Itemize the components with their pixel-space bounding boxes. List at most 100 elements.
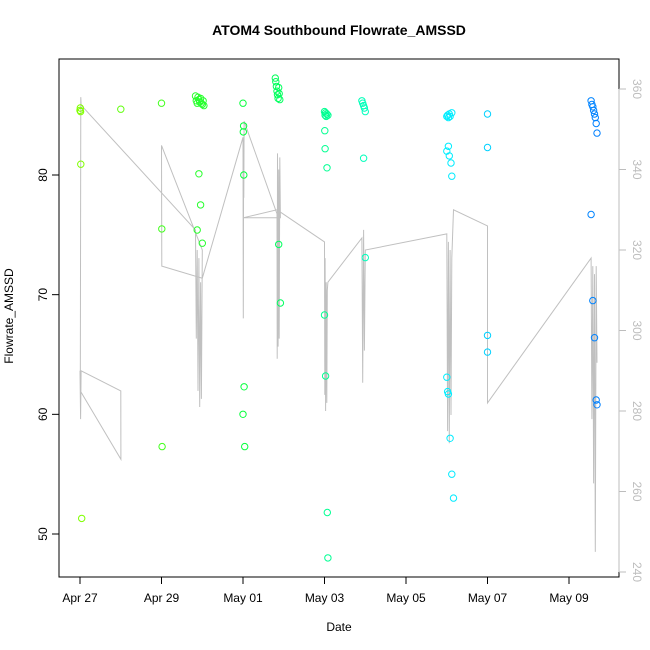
- data-point: [271, 74, 279, 82]
- data-point: [193, 226, 201, 234]
- data-point: [323, 508, 331, 517]
- data-point: [276, 95, 284, 104]
- data-point: [324, 111, 332, 119]
- y2-tick-label: 340: [630, 159, 644, 179]
- y2-tick-label: 300: [630, 320, 644, 340]
- data-point: [117, 105, 125, 113]
- x-tick-label: Apr 27: [62, 591, 98, 605]
- data-point: [273, 91, 282, 99]
- data-point: [323, 164, 331, 172]
- y2-tick-label: 280: [630, 401, 644, 421]
- data-point: [483, 348, 492, 356]
- data-point: [77, 160, 85, 168]
- data-point: [195, 170, 203, 178]
- y2-tick-label: 260: [630, 481, 644, 501]
- series-line: [79, 97, 598, 552]
- data-point: [448, 172, 456, 180]
- y-axis-label: Flowrate_AMSSD: [2, 268, 16, 364]
- data-point: [198, 100, 207, 109]
- y2-tick-label: 240: [630, 562, 644, 582]
- data-point: [241, 442, 249, 451]
- data-point: [589, 103, 597, 111]
- data-point: [361, 107, 369, 116]
- data-point: [321, 372, 330, 380]
- y2-tick-label: 320: [630, 240, 644, 260]
- data-point: [589, 296, 597, 305]
- data-point: [446, 434, 454, 442]
- data-point: [76, 104, 85, 112]
- data-point: [444, 113, 453, 122]
- data-point: [448, 109, 456, 117]
- chart-title: ATOM4 Southbound Flowrate_AMSSD: [212, 22, 466, 38]
- data-point: [443, 373, 451, 381]
- data-point: [239, 99, 247, 107]
- data-point: [199, 97, 207, 105]
- data-point: [157, 99, 166, 107]
- data-point: [448, 470, 456, 478]
- line-layer: [79, 97, 598, 552]
- x-tick-label: May 01: [223, 591, 263, 605]
- data-point: [76, 107, 85, 116]
- y2-tick-label: 360: [630, 79, 644, 99]
- y-tick-label: 50: [36, 527, 50, 541]
- y2-axis: 240 260 280 300 320 340 360: [618, 79, 644, 582]
- data-point: [274, 94, 282, 103]
- data-point: [590, 110, 599, 118]
- data-point: [593, 401, 601, 409]
- data-point: [359, 154, 368, 162]
- data-point: [158, 442, 166, 451]
- data-point: [272, 78, 280, 86]
- x-tick-label: May 05: [386, 591, 426, 605]
- data-point: [275, 240, 283, 249]
- data-point: [592, 396, 600, 404]
- y-tick-label: 60: [36, 407, 50, 421]
- data-point: [320, 311, 329, 319]
- x-axis-label: Date: [326, 620, 352, 634]
- data-point: [444, 142, 453, 151]
- data-point: [590, 334, 599, 342]
- point-layer: [76, 74, 601, 562]
- data-point: [483, 110, 492, 118]
- x-tick-label: Apr 29: [144, 591, 180, 605]
- data-point: [276, 299, 285, 307]
- x-tick-label: May 07: [468, 591, 508, 605]
- data-point: [361, 253, 369, 262]
- plot-frame: [58, 58, 620, 578]
- data-point: [589, 106, 598, 115]
- y-tick-label: 80: [36, 168, 50, 182]
- data-point: [239, 122, 248, 130]
- data-point: [483, 143, 492, 152]
- y-tick-label: 70: [36, 288, 50, 302]
- x-axis: Apr 27 Apr 29 May 01 May 03 May 05 May 07 May …: [62, 576, 589, 605]
- data-point: [593, 129, 601, 137]
- data-point: [445, 152, 453, 160]
- data-point: [444, 390, 453, 398]
- data-point: [443, 112, 451, 121]
- data-point: [196, 98, 204, 106]
- data-point: [321, 127, 329, 135]
- data-point: [240, 171, 248, 179]
- data-point: [196, 201, 205, 209]
- data-point: [158, 225, 166, 233]
- x-tick-label: May 09: [549, 591, 589, 605]
- data-point: [239, 128, 248, 136]
- data-point: [273, 87, 281, 95]
- data-point: [198, 239, 207, 247]
- data-point: [200, 101, 208, 110]
- data-point: [321, 109, 330, 117]
- data-point: [321, 145, 329, 153]
- y-axis: 50 60 70 80: [36, 168, 60, 541]
- data-point: [592, 119, 600, 128]
- data-point: [240, 383, 248, 391]
- data-point: [446, 112, 454, 121]
- x-tick-label: May 03: [305, 591, 345, 605]
- data-point: [587, 210, 595, 219]
- data-point: [323, 110, 331, 118]
- data-point: [360, 104, 369, 112]
- data-point: [239, 410, 247, 418]
- data-point: [449, 494, 458, 502]
- data-point: [447, 159, 455, 167]
- data-point: [483, 331, 492, 340]
- data-point: [78, 514, 86, 523]
